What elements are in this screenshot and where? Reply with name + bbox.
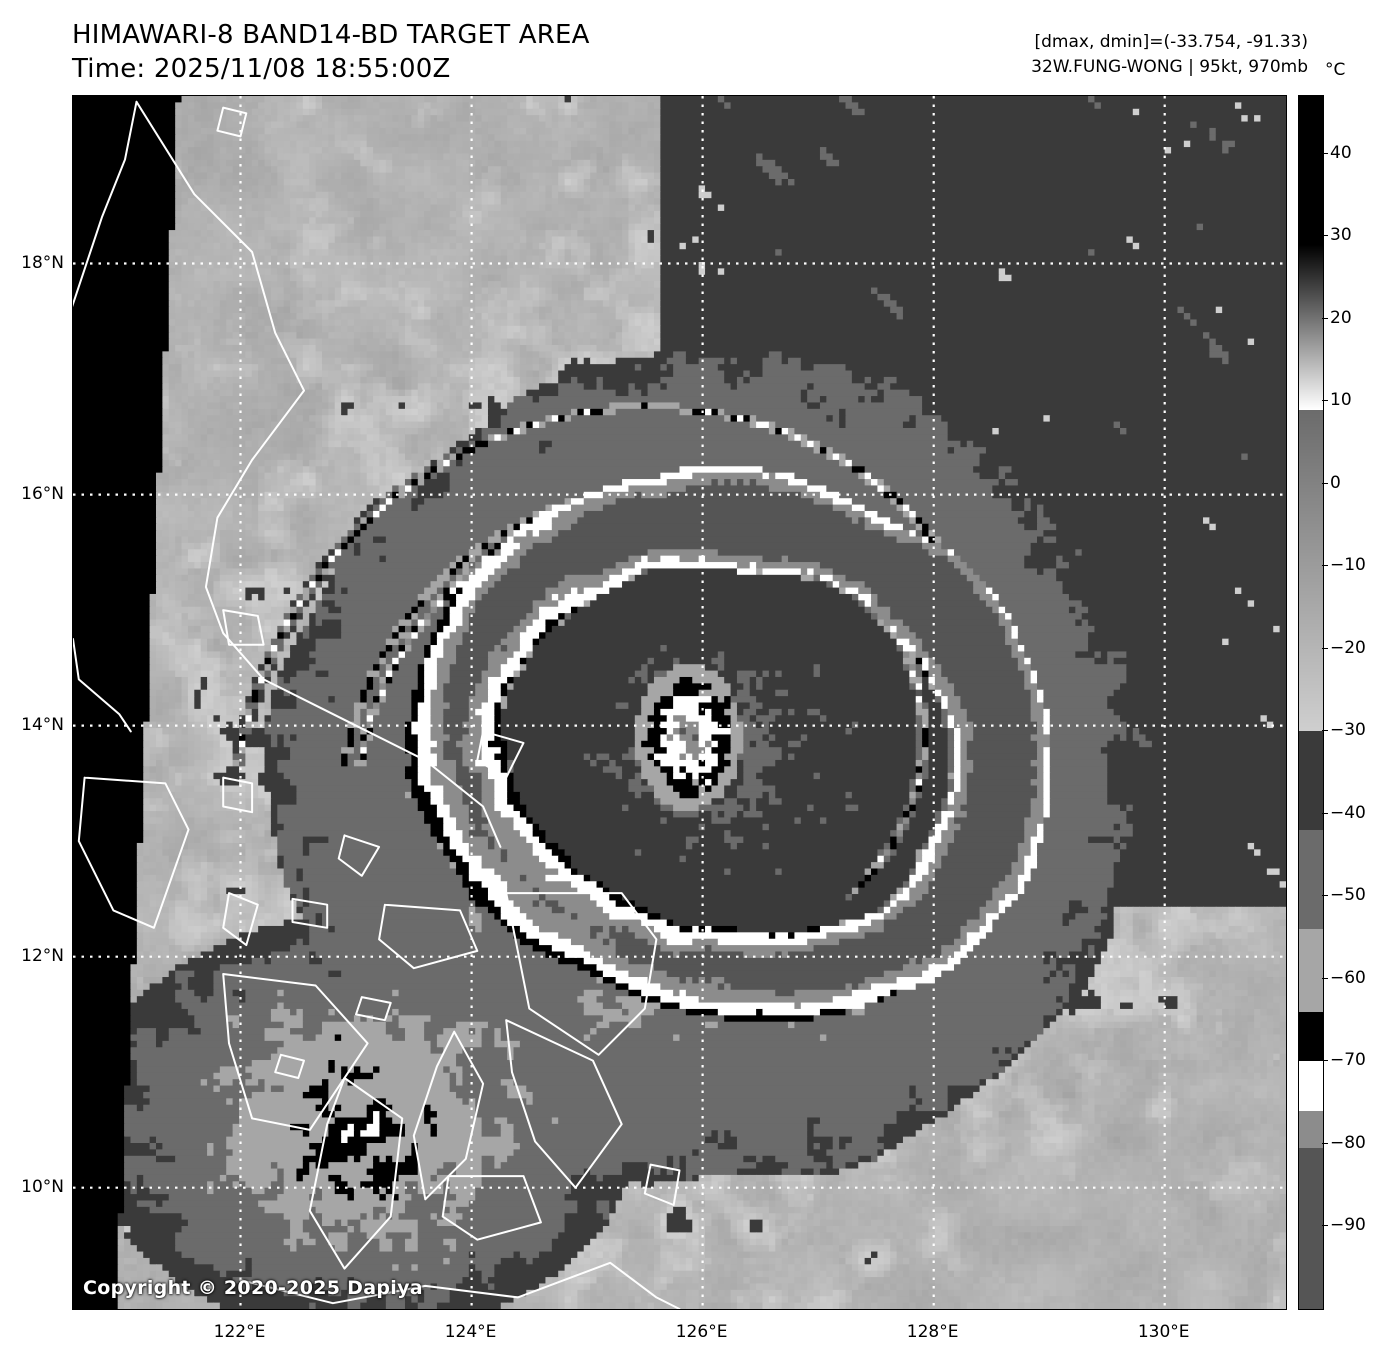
lon-tick-3: 128°E <box>906 1322 959 1342</box>
colorbar-tick-5: −10 <box>1330 555 1366 576</box>
colorbar-tick-2: 20 <box>1330 307 1352 328</box>
lat-tick-2: 14°N <box>21 714 64 735</box>
colorbar-tick-mark <box>1322 400 1328 402</box>
lat-tick-1: 16°N <box>21 483 64 504</box>
colorbar-tick-mark <box>1322 1225 1328 1227</box>
colorbar-tick-mark <box>1322 1060 1328 1062</box>
lon-tick-2: 126°E <box>675 1322 728 1342</box>
colorbar-tick-mark <box>1322 812 1328 814</box>
satellite-map[interactable]: Copyright © 2020-2025 Dapiya <box>72 95 1287 1310</box>
lat-tick-0: 18°N <box>21 252 64 273</box>
colorbar-tick-11: −70 <box>1330 1050 1366 1071</box>
colorbar-tick-3: 10 <box>1330 390 1352 411</box>
colorbar-tick-7: −30 <box>1330 720 1366 741</box>
lat-tick-3: 12°N <box>21 945 64 966</box>
colorbar[interactable] <box>1298 95 1324 1310</box>
colorbar-tick-12: −80 <box>1330 1132 1366 1153</box>
storm-info-label: 32W.FUNG-WONG | 95kt, 970mb <box>1031 57 1308 77</box>
lat-tick-4: 10°N <box>21 1176 64 1197</box>
longitude-axis: 122°E 124°E 126°E 128°E 130°E <box>0 1322 1390 1352</box>
lon-tick-1: 124°E <box>444 1322 497 1342</box>
colorbar-tick-0: 40 <box>1330 142 1352 163</box>
copyright-notice: Copyright © 2020-2025 Dapiya <box>83 1277 423 1299</box>
latitude-axis: 18°N 16°N 14°N 12°N 10°N <box>0 0 64 1359</box>
colorbar-tick-9: −50 <box>1330 885 1366 906</box>
colorbar-tick-mark <box>1322 647 1328 649</box>
colorbar-tick-mark <box>1322 565 1328 567</box>
colorbar-tick-mark <box>1322 730 1328 732</box>
timestamp-label: Time: 2025/11/08 18:55:00Z <box>72 54 451 84</box>
satellite-image-canvas <box>73 96 1286 1309</box>
colorbar-unit-label: °C <box>1325 60 1346 80</box>
colorbar-tick-mark <box>1322 152 1328 154</box>
colorbar-tick-labels: 40 30 20 10 0 −10 −20 −30 −40 −50 −60 −70 −80 −90 <box>1330 0 1390 1359</box>
lon-tick-4: 130°E <box>1137 1322 1190 1342</box>
lon-tick-0: 122°E <box>213 1322 266 1342</box>
title-block: HIMAWARI-8 BAND14-BD TARGET AREA Time: 2… <box>72 18 590 86</box>
colorbar-tick-mark <box>1322 235 1328 237</box>
colorbar-tick-mark <box>1322 317 1328 319</box>
colorbar-gradient <box>1299 96 1323 1309</box>
colorbar-tick-mark <box>1322 895 1328 897</box>
colorbar-tick-mark <box>1322 1142 1328 1144</box>
colorbar-tick-mark <box>1322 977 1328 979</box>
page-title: HIMAWARI-8 BAND14-BD TARGET AREA <box>72 20 590 50</box>
colorbar-tick-13: −90 <box>1330 1215 1366 1236</box>
colorbar-tick-mark <box>1322 482 1328 484</box>
colorbar-tick-8: −40 <box>1330 802 1366 823</box>
colorbar-tick-1: 30 <box>1330 225 1352 246</box>
colorbar-tick-6: −20 <box>1330 637 1366 658</box>
data-range-label: [dmax, dmin]=(-33.754, -91.33) <box>1034 32 1309 52</box>
colorbar-tick-4: 0 <box>1330 472 1341 493</box>
metadata-block: [dmax, dmin]=(-33.754, -91.33) 32W.FUNG-… <box>1031 30 1308 80</box>
colorbar-tick-10: −60 <box>1330 967 1366 988</box>
